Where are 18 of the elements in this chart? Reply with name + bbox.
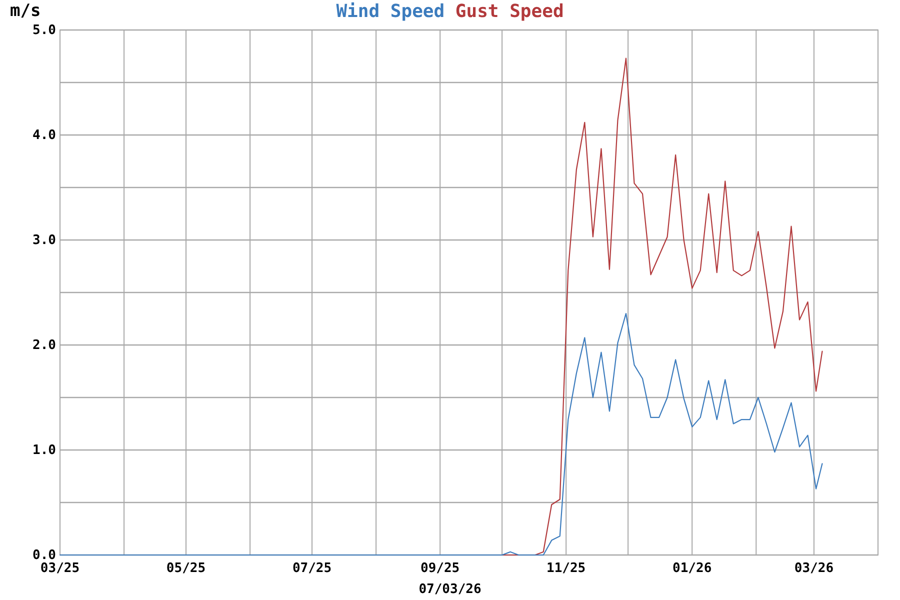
y-tick-label: 3.0 <box>32 232 56 248</box>
y-axis-title: m/s <box>10 1 41 21</box>
line-series <box>59 312 823 556</box>
y-tick-label: 5.0 <box>32 22 56 38</box>
y-tick-label: 0.0 <box>32 548 56 562</box>
x-tick-label: 07/25 <box>292 560 332 576</box>
y-tick-label: 4.0 <box>32 128 56 142</box>
x-tick-label: 03/25 <box>40 560 80 576</box>
x-axis-title: 07/03/26 <box>418 582 482 596</box>
text: Gust Speed <box>455 0 564 22</box>
y-tick-label: 2.0 <box>32 338 56 352</box>
x-tick-label: 03/26 <box>794 560 834 576</box>
x-tick-label: 05/25 <box>166 560 206 576</box>
x-tick-label: 09/25 <box>420 560 460 576</box>
x-tick-label: 11/25 <box>546 560 586 576</box>
x-tick-label: 01/26 <box>672 560 712 576</box>
y-tick-label: 1.0 <box>32 442 56 458</box>
text: Wind Speed <box>336 0 445 22</box>
